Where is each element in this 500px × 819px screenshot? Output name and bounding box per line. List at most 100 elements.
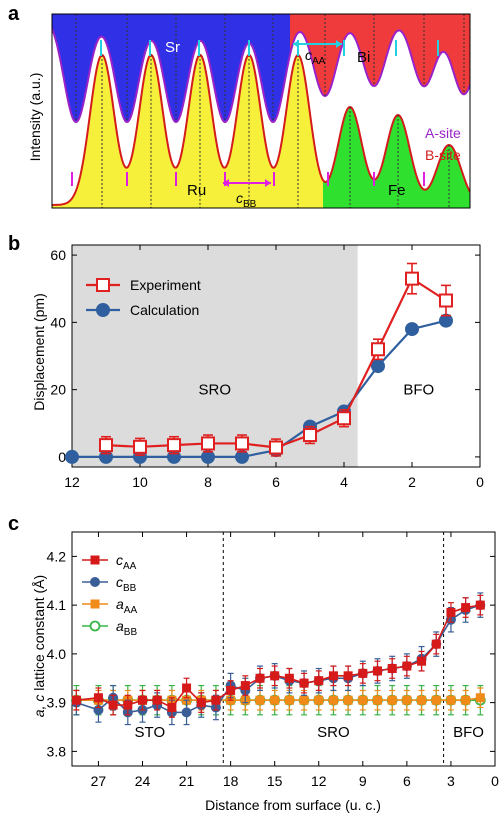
y-tick-label: 40 (50, 314, 66, 330)
label-fe: Fe (388, 182, 406, 199)
data-point-calculation (371, 359, 385, 374)
data-point-calculation (65, 449, 79, 464)
x-tick-label: 0 (491, 773, 499, 789)
series-a-aa-point (417, 695, 427, 705)
legend-label-c-aa: cAA (116, 552, 137, 572)
panel-a-plot (52, 14, 470, 208)
series-c-aa-point (240, 681, 250, 691)
series-a-aa-point (373, 695, 382, 705)
series-c-aa-point (328, 671, 338, 681)
y-tick-label: 0 (58, 449, 66, 465)
data-point-experiment (337, 411, 351, 426)
y-tick-label: 3.9 (47, 695, 67, 711)
data-point-experiment (439, 293, 453, 308)
panel-a-frame (51, 13, 471, 209)
y-tick-label: 4.0 (47, 646, 67, 662)
label-ru: Ru (187, 182, 206, 199)
series-a-aa-point (431, 695, 441, 705)
series-c-aa-line (76, 604, 481, 709)
series-a-aa-point (284, 695, 294, 705)
panel-c-xlabel: Distance from surface (u. c.) (205, 797, 381, 813)
sr-fill (52, 14, 290, 123)
series-c-aa-point (138, 695, 147, 705)
series-c-aa-point (152, 695, 162, 705)
cbb-arrowheads (223, 179, 271, 187)
label-a-site: A-site (425, 125, 461, 141)
x-tick-label: 6 (272, 474, 280, 490)
panel-a-ylabel: Intensity (a.u.) (27, 73, 43, 162)
series-c-aa-point (167, 703, 177, 712)
series-a-aa-point (299, 695, 309, 705)
x-tick-label: 9 (359, 773, 367, 789)
series-c-aa-point (417, 656, 427, 666)
y-tick-label: 4.2 (47, 548, 67, 564)
series-c-aa-point (93, 693, 103, 703)
x-tick-label: 24 (135, 773, 151, 789)
series-c-aa-point (71, 695, 81, 705)
panel-a-content (52, 14, 470, 208)
series-a-aa-point (446, 695, 456, 705)
x-tick-label: 21 (179, 773, 195, 789)
data-point-experiment (269, 440, 283, 455)
series-a-aa-point (475, 693, 485, 703)
series-a-aa-point (358, 695, 368, 705)
data-point-experiment (99, 438, 113, 453)
series-c-aa-point (358, 668, 368, 678)
x-tick-label: 12 (64, 474, 80, 490)
panel-letter-a: a (8, 3, 20, 25)
y-tick-label: 4.1 (47, 597, 67, 613)
series-c-aa-point (431, 639, 441, 649)
panel-letter-c: c (8, 513, 19, 535)
data-point-experiment (371, 342, 385, 357)
legend-label-experiment: Experiment (130, 277, 201, 293)
data-point-experiment (133, 439, 147, 454)
data-point-experiment (405, 271, 419, 286)
panel-b-ylabel: Displacement (pm) (31, 293, 47, 410)
series-c-aa-point (284, 673, 294, 683)
series-c-aa-point (211, 695, 221, 705)
data-point-calculation (235, 449, 249, 464)
legend-marker (96, 303, 110, 317)
legend-marker (90, 599, 100, 609)
series-c-aa-point (343, 671, 353, 681)
panel-c-ylabel: a, c lattice constant (Å) (31, 575, 47, 717)
region-label-bfo: BFO (403, 382, 434, 399)
y-tick-label: 20 (50, 382, 66, 398)
series-c-aa-point (182, 683, 192, 693)
x-tick-label: 2 (408, 474, 416, 490)
series-a-aa-point (461, 695, 471, 705)
panel-letter-b: b (8, 233, 20, 255)
x-tick-label: 27 (91, 773, 107, 789)
legend-marker (96, 278, 110, 292)
series-c-aa-point (387, 664, 397, 673)
series-c-aa-point (475, 600, 485, 610)
series-c-bb-point (181, 707, 192, 718)
series-a-aa-point (314, 695, 324, 705)
x-tick-label: 0 (476, 474, 484, 490)
x-tick-label: 6 (403, 773, 411, 789)
data-point-experiment (303, 428, 317, 443)
panel-b-legend: Experiment Calculation (86, 277, 201, 318)
data-point-calculation (439, 313, 453, 328)
y-tick-label: 60 (50, 247, 66, 263)
x-tick-label: 18 (223, 773, 239, 789)
series-c-aa-point (226, 685, 236, 695)
panel-c-frame (71, 531, 496, 767)
fe-fill (323, 107, 470, 208)
region-label-sro: SRO (317, 724, 350, 741)
data-point-experiment (201, 436, 215, 451)
legend-marker (89, 620, 101, 632)
x-tick-label: 12 (311, 773, 327, 789)
series-c-aa-point (270, 671, 280, 681)
series-c-aa-point (123, 700, 133, 710)
x-tick-label: 15 (267, 773, 283, 789)
label-b-site: B-site (425, 147, 461, 163)
y-tick-label: 3.8 (47, 743, 67, 759)
series-c-aa-point (373, 666, 382, 676)
series-c-aa-point (255, 673, 265, 683)
region-label-bfo: BFO (453, 724, 484, 741)
data-point-experiment (235, 436, 249, 451)
series-a-aa-point (387, 695, 397, 705)
